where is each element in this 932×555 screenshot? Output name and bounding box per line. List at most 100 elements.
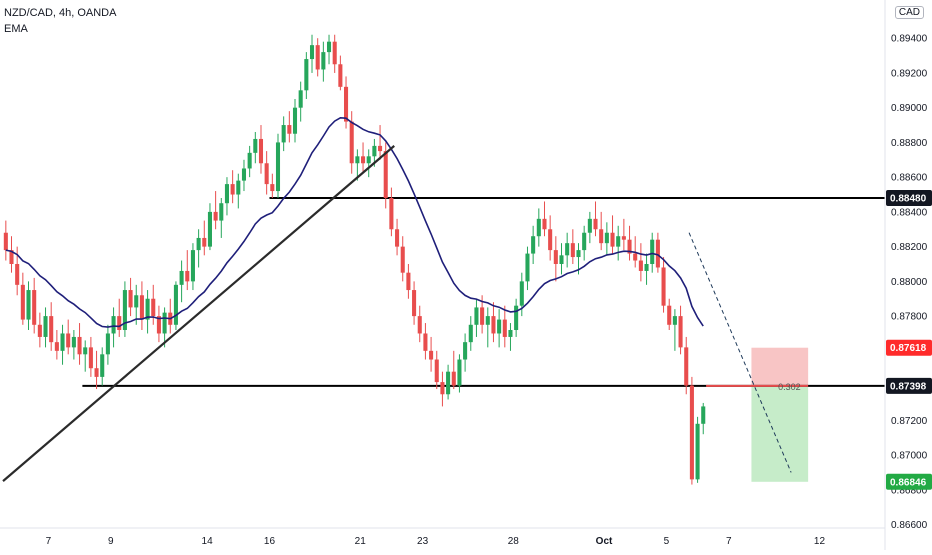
candle [542, 218, 547, 230]
candle [548, 229, 553, 251]
candle [485, 316, 490, 325]
candle [326, 41, 332, 53]
candle [71, 336, 76, 348]
candle [502, 319, 507, 337]
horizontal-levels: 0.302 [82, 197, 885, 392]
candle [117, 316, 122, 330]
price-tick-label: 0.89000 [891, 103, 928, 114]
candle [627, 239, 632, 254]
candle [582, 232, 587, 251]
candle [230, 184, 235, 195]
candle [395, 229, 400, 247]
level-badge-lower-bg [886, 377, 932, 394]
candle [638, 260, 643, 271]
price-tick-label: 0.87800 [891, 312, 928, 323]
level-badge-upper-bg [886, 190, 932, 206]
candle [695, 423, 700, 480]
candle [287, 125, 292, 134]
candle [66, 333, 71, 348]
candle [179, 270, 184, 285]
ema-path [5, 116, 704, 328]
candle [440, 382, 445, 395]
candle [474, 307, 479, 325]
candle [672, 316, 677, 325]
candle [423, 333, 428, 351]
chart-title: NZD/CAD, 4h, OANDA [4, 7, 117, 19]
candle [173, 284, 178, 325]
candle [236, 180, 241, 195]
candle [468, 324, 473, 343]
candle [60, 333, 65, 351]
time-tick-label: 7 [726, 536, 732, 547]
candle [570, 243, 575, 258]
candle [349, 121, 354, 164]
price-tick-label: 0.86600 [891, 520, 928, 531]
candle [667, 305, 672, 325]
time-tick-label: 28 [508, 536, 520, 547]
price-tick-label: 0.88400 [891, 207, 928, 218]
candle [344, 86, 349, 122]
candle [298, 90, 303, 108]
time-tick-label: 23 [417, 536, 429, 547]
candle [134, 295, 139, 308]
candle [122, 290, 127, 330]
candle [497, 319, 502, 334]
candle [213, 211, 218, 221]
candle [519, 281, 524, 306]
candles [3, 34, 706, 485]
time-tick-label: Oct [596, 536, 613, 547]
candle [491, 316, 496, 334]
currency-badge[interactable]: CAD [894, 6, 924, 19]
price-tick-label: 0.87000 [891, 451, 928, 462]
candle [621, 236, 626, 240]
candle [525, 253, 530, 282]
candle [616, 236, 621, 247]
candle [332, 41, 337, 65]
price-tick-label: 0.87200 [891, 416, 928, 427]
price-tick-label: 0.88000 [891, 277, 928, 288]
candle [309, 45, 315, 60]
target-badge-bg [886, 473, 932, 490]
price-tick-label: 0.88200 [891, 242, 928, 253]
candle [224, 184, 229, 204]
candle [292, 107, 298, 134]
candle [604, 232, 609, 244]
stop-zone [751, 347, 809, 386]
candle [565, 243, 570, 256]
candle [32, 290, 37, 325]
candle [406, 272, 411, 291]
candle [457, 359, 462, 386]
stop-badge-bg [886, 339, 932, 356]
candle [196, 237, 201, 251]
candle [593, 218, 598, 230]
candle [412, 290, 417, 317]
time-tick-label: 7 [46, 536, 52, 547]
candle [94, 368, 99, 377]
candle [338, 64, 343, 87]
candle [139, 295, 144, 320]
candle [610, 232, 615, 247]
candle [678, 316, 683, 348]
candle [207, 211, 212, 247]
candle [145, 298, 150, 320]
candle [151, 298, 156, 317]
candle [689, 385, 694, 480]
candle [599, 229, 604, 244]
trendline-path [2, 145, 395, 482]
candle [650, 239, 655, 264]
position-zones [751, 347, 809, 482]
trendline [2, 145, 395, 482]
candle [400, 246, 405, 273]
candle [100, 354, 105, 377]
candle [576, 250, 581, 258]
candle [281, 125, 286, 143]
candle [463, 342, 468, 360]
candle [383, 151, 388, 198]
candle [372, 145, 377, 157]
candle [190, 250, 195, 282]
candle [275, 142, 281, 192]
candle [15, 264, 20, 285]
candle [508, 330, 513, 337]
